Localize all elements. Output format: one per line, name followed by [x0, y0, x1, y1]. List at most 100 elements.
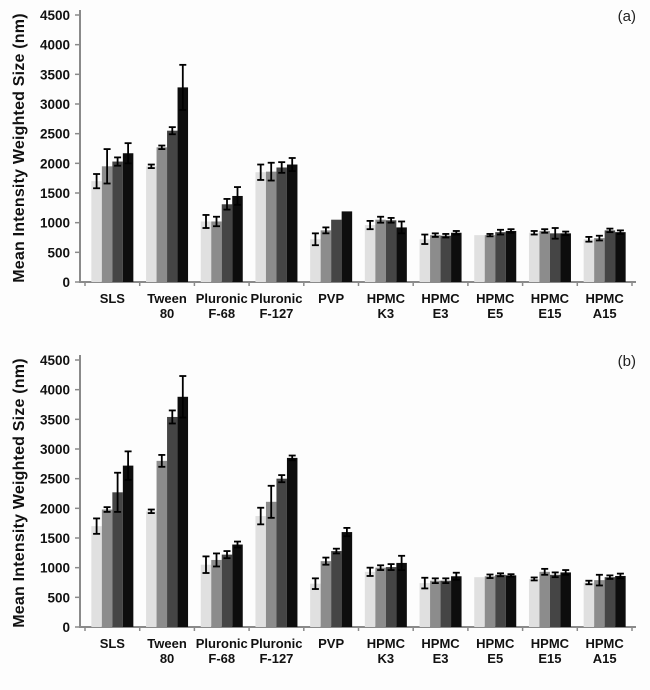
bar-hpmc-e5-series-2 [484, 576, 496, 627]
bar-pvp-series-1 [310, 239, 321, 282]
bar-pvp-series-4 [341, 211, 353, 282]
bar-pvp-series-3 [331, 551, 342, 627]
x-category-label: Tween [147, 291, 187, 306]
bar-hpmc-e15-series-1 [528, 578, 540, 627]
x-category-label: E5 [487, 306, 503, 321]
x-category-label: Pluronic [250, 636, 302, 651]
y-tick-label: 1000 [40, 561, 70, 576]
bar-pluronic-f-68-series-3 [221, 554, 233, 627]
bar-hpmc-e3-series-1 [419, 583, 431, 627]
x-category-label: 80 [160, 651, 174, 666]
chart-panel-a: Mean Intensity Weighted Size (nm) 0 500 10… [11, 8, 636, 321]
x-category-label: SLS [100, 291, 126, 306]
x-category-label: Pluronic [196, 636, 248, 651]
x-category-label: HPMC [586, 636, 625, 651]
bar-pluronic-f-127-series-3 [276, 167, 287, 282]
x-category-label: HPMC [367, 636, 406, 651]
y-tick-label: 1500 [40, 186, 70, 201]
bar-sls-series-2 [101, 166, 113, 282]
y-tick-label: 4500 [40, 8, 70, 23]
bar-hpmc-e5-series-2 [484, 235, 496, 282]
bar-hpmc-e15-series-1 [528, 232, 540, 282]
bar-chart-a: 0 500 1000 1500 2000 2500 3000 3500 4000 4500 SLS T… [40, 8, 636, 321]
bar-hpmc-k3-series-2 [375, 567, 386, 627]
y-tick-label: 0 [62, 620, 70, 635]
y-tick-label: 3500 [40, 412, 70, 427]
bar-sls-series-3 [112, 492, 123, 627]
bar-pvp-series-2 [320, 230, 332, 282]
bar-pluronic-f-127-series-2 [265, 171, 277, 282]
bar-tween-80-series-2 [156, 460, 168, 627]
x-category-label: HPMC [367, 291, 406, 306]
bar-tween-80-series-2 [156, 147, 168, 282]
y-tick-label: 2500 [40, 127, 70, 142]
bar-hpmc-a15-series-3 [604, 577, 616, 627]
bar-hpmc-e15-series-2 [539, 230, 550, 282]
bar-pluronic-f-127-series-3 [276, 478, 287, 627]
x-category-label: K3 [378, 651, 395, 666]
bar-hpmc-e3-series-2 [430, 235, 441, 282]
y-tick-label: 2000 [40, 156, 70, 171]
x-category-label: Tween [147, 636, 187, 651]
panel-label-b: (b) [617, 353, 636, 370]
x-category-label: HPMC [476, 291, 515, 306]
bar-pluronic-f-68-series-1 [200, 221, 212, 282]
bar-hpmc-e5-series-4 [505, 230, 517, 282]
bar-pluronic-f-68-series-4 [232, 195, 243, 282]
x-category-label: F-127 [259, 306, 293, 321]
x-category-label: HPMC [531, 636, 570, 651]
x-category-label: HPMC [476, 636, 515, 651]
x-category-label: PVP [318, 636, 344, 651]
x-category-label: PVP [318, 291, 344, 306]
x-category-label: K3 [378, 306, 395, 321]
chart-panel-b: Mean Intensity Weighted Size (nm) 0 500 10… [0, 345, 650, 690]
bar-sls-series-4 [122, 465, 134, 627]
x-category-label: A15 [593, 306, 617, 321]
panel-label-a: (a) [617, 8, 636, 25]
y-tick-label: 4000 [40, 383, 70, 398]
bar-hpmc-a15-series-1 [583, 239, 595, 282]
bar-hpmc-e5-series-3 [495, 232, 506, 282]
bar-hpmc-e3-series-4 [451, 576, 462, 627]
x-category-label: E3 [433, 651, 449, 666]
x-category-label: F-68 [208, 651, 235, 666]
bar-pluronic-f-68-series-1 [200, 564, 212, 627]
bar-hpmc-k3-series-4 [396, 227, 407, 282]
bar-pluronic-f-127-series-4 [286, 164, 298, 282]
bar-pluronic-f-68-series-2 [211, 559, 222, 627]
bar-hpmc-k3-series-3 [385, 567, 397, 627]
bar-sls-series-3 [112, 161, 123, 282]
y-tick-label: 3000 [40, 442, 70, 457]
bar-hpmc-e3-series-3 [440, 235, 452, 282]
bar-hpmc-e3-series-3 [440, 580, 452, 627]
bar-pluronic-f-127-series-4 [286, 457, 298, 627]
x-category-label: 80 [160, 306, 174, 321]
bar-sls-series-2 [101, 509, 113, 627]
bar-hpmc-a15-series-2 [594, 238, 605, 282]
x-category-label: HPMC [421, 291, 460, 306]
x-category-label: Pluronic [250, 291, 302, 306]
bar-hpmc-a15-series-2 [594, 580, 605, 627]
bar-pluronic-f-127-series-2 [265, 501, 277, 627]
bar-hpmc-e3-series-1 [419, 239, 431, 282]
bar-hpmc-k3-series-1 [364, 225, 376, 282]
x-category-label: E15 [538, 306, 561, 321]
bar-tween-80-series-4 [177, 87, 189, 283]
bar-hpmc-k3-series-4 [396, 562, 407, 627]
x-category-label: F-68 [208, 306, 235, 321]
x-category-label: Pluronic [196, 291, 248, 306]
x-category-label: E15 [538, 651, 561, 666]
bar-pluronic-f-68-series-2 [211, 221, 222, 282]
bar-hpmc-a15-series-4 [615, 575, 626, 627]
y-tick-label: 3500 [40, 67, 70, 82]
bar-pvp-series-4 [341, 532, 353, 627]
bar-hpmc-e5-series-4 [505, 575, 517, 627]
x-category-label: F-127 [259, 651, 293, 666]
x-category-label: HPMC [531, 291, 570, 306]
bar-hpmc-e3-series-2 [430, 580, 441, 627]
y-tick-label: 4000 [40, 38, 70, 53]
x-category-label: A15 [593, 651, 617, 666]
bar-pluronic-f-68-series-4 [232, 544, 243, 627]
y-tick-label: 1000 [40, 216, 70, 231]
y-tick-label: 0 [62, 275, 70, 290]
